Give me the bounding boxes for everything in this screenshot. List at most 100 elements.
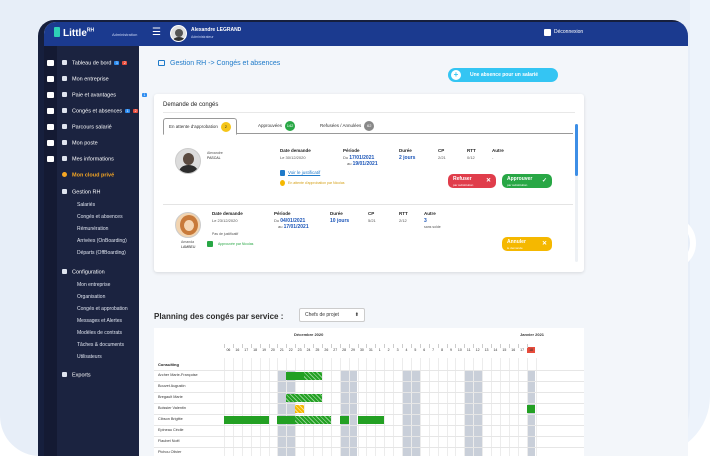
sidebar-subitem-offboarding[interactable]: Départs (OffBoarding)	[77, 250, 126, 256]
sidebar-subitem-tasks[interactable]: Tâches & documents	[77, 342, 124, 348]
avatar[interactable]	[170, 25, 187, 42]
sidebar-item-label: Tableau de bord	[72, 60, 112, 67]
logout-link[interactable]: Déconnexion	[554, 29, 584, 35]
day-label: 06	[226, 348, 231, 352]
sidebar-item-exports[interactable]: Exports	[62, 372, 91, 379]
request-date: Le 30/12/2020	[280, 155, 306, 160]
dashboard-icon[interactable]	[47, 60, 54, 66]
sidebar-item-career[interactable]: Parcours salarié	[62, 124, 112, 131]
sidebar	[44, 46, 139, 456]
euro-icon[interactable]	[47, 92, 54, 98]
card-title: Demande de congés	[163, 102, 219, 108]
chevron-down-icon: ⬍	[354, 312, 359, 318]
count-badge: 2	[122, 60, 128, 65]
sidebar-subitem-pay[interactable]: Rémunération	[77, 226, 109, 232]
tab-approved[interactable]: Approuvées 142	[253, 118, 300, 134]
brand-subtitle: Administration	[112, 32, 138, 37]
path-icon[interactable]	[47, 124, 54, 130]
grid-line	[464, 358, 466, 456]
other-value: -	[492, 155, 494, 160]
day-label: 22	[288, 348, 293, 352]
day-label: 16	[511, 348, 516, 352]
day-label: 5	[414, 348, 417, 352]
briefcase-icon[interactable]	[47, 140, 54, 146]
add-absence-button[interactable]: + Une absence pour un salarié	[448, 68, 558, 82]
sidebar-subitem-approval[interactable]: Congés et approbation	[77, 306, 128, 312]
brand-logo[interactable]: LittleRH	[54, 27, 94, 39]
sidebar-subitem-onboarding[interactable]: Arrivées (OnBoarding)	[77, 238, 127, 244]
document-link[interactable]: Voir le justificatif	[288, 170, 321, 175]
tick	[508, 344, 510, 348]
sidebar-item-job[interactable]: Mon poste	[62, 140, 98, 147]
euro-icon	[62, 92, 67, 97]
logo-icon	[54, 27, 60, 37]
menu-icon[interactable]: ☰	[152, 27, 161, 38]
period-to: au 19/01/2021	[347, 161, 378, 167]
user-name: Alexandre LEGRAND	[191, 27, 242, 33]
tick	[330, 344, 332, 348]
grid-line	[366, 358, 368, 456]
sidebar-subitem-organisation[interactable]: Organisation	[77, 294, 106, 300]
approve-button[interactable]: Approuver par substitution ✓	[502, 174, 552, 188]
period-from: Du 17/01/2021	[343, 155, 374, 161]
tick	[375, 344, 377, 348]
grid-line	[224, 358, 225, 456]
sidebar-subitem-messages[interactable]: Messages et Alertes	[77, 318, 123, 324]
sidebar-item-hr[interactable]: Gestion RH	[62, 189, 100, 196]
service-select[interactable]: Chefs de projet ⬍	[299, 308, 365, 322]
tab-refused[interactable]: Refusées / Annulées 62	[315, 118, 379, 134]
grid-line	[154, 392, 584, 393]
sidebar-subitem-leave[interactable]: Congés et absences	[77, 214, 123, 220]
grid-line	[313, 358, 314, 456]
grid-line	[339, 358, 341, 456]
users-icon[interactable]	[47, 76, 54, 82]
sidebar-subitem-contracts[interactable]: Modèles de contrats	[77, 330, 123, 336]
sidebar-item-label: Congés et absences	[72, 108, 123, 115]
count-badge: 2	[220, 122, 231, 132]
sidebar-item-configuration[interactable]: Configuration	[62, 269, 105, 276]
grid-line	[241, 358, 243, 456]
period-from-date: 04/01/2021	[280, 218, 306, 224]
main-content: Gestion RH -> Congés et absences + Une ab…	[145, 46, 688, 456]
sidebar-item-payroll[interactable]: Paie et avantages 1	[62, 92, 147, 99]
request-date: Le 23/12/2020	[212, 218, 238, 223]
day-label: 7	[432, 348, 435, 352]
sidebar-item-cloud[interactable]: Mon cloud privé	[62, 172, 114, 179]
calendar-icon[interactable]	[47, 108, 54, 114]
day-label: 16	[235, 348, 240, 352]
sidebar-subitem-employees[interactable]: Salariés	[77, 202, 96, 208]
app-screen: LittleRH Administration ☰ Alexandre LEGR…	[44, 22, 688, 456]
tab-pending[interactable]: En attente d'approbation 2	[163, 118, 237, 135]
sidebar-item-company[interactable]: Mon entreprise	[62, 76, 109, 83]
day-label: 20	[270, 348, 275, 352]
tick	[304, 344, 306, 348]
period-to-date: 17/01/2021	[283, 224, 309, 230]
day-label: 19	[262, 348, 266, 352]
day-label: 31	[368, 348, 373, 352]
sidebar-item-label: Mon entreprise	[72, 76, 109, 83]
sidebar-item-label: Mon cloud privé	[72, 172, 115, 179]
scrollbar-thumb[interactable]	[575, 124, 578, 176]
sidebar-subitem-users[interactable]: Utilisateurs	[77, 354, 102, 360]
other-value: 3	[424, 218, 427, 224]
cancel-button[interactable]: Annuler le demande ✕	[502, 237, 552, 251]
avatar	[175, 148, 201, 174]
grid-line	[357, 358, 359, 456]
tick	[295, 344, 297, 348]
sidebar-item-my-info[interactable]: Mes informations	[62, 156, 114, 163]
document-icon	[280, 170, 285, 176]
grid-line	[268, 358, 270, 456]
logout-icon[interactable]	[544, 29, 551, 36]
refuse-button[interactable]: Refuser par substitution ✕	[448, 174, 496, 188]
tick	[286, 344, 288, 348]
employee-last-name: LAMBEU	[181, 245, 196, 249]
month-label: Décembre 2020	[294, 332, 324, 337]
sidebar-item-dashboard[interactable]: Tableau de bord 1 2	[62, 60, 128, 67]
duration: 2 jours	[399, 155, 416, 161]
scrollbar[interactable]	[575, 124, 578, 262]
person-icon[interactable]	[47, 156, 54, 162]
grid-line	[259, 358, 261, 456]
calendar-icon	[158, 60, 165, 66]
sidebar-item-leave[interactable]: Congés et absences 1 2	[62, 108, 139, 115]
sidebar-subitem-company[interactable]: Mon entreprise	[77, 282, 111, 288]
